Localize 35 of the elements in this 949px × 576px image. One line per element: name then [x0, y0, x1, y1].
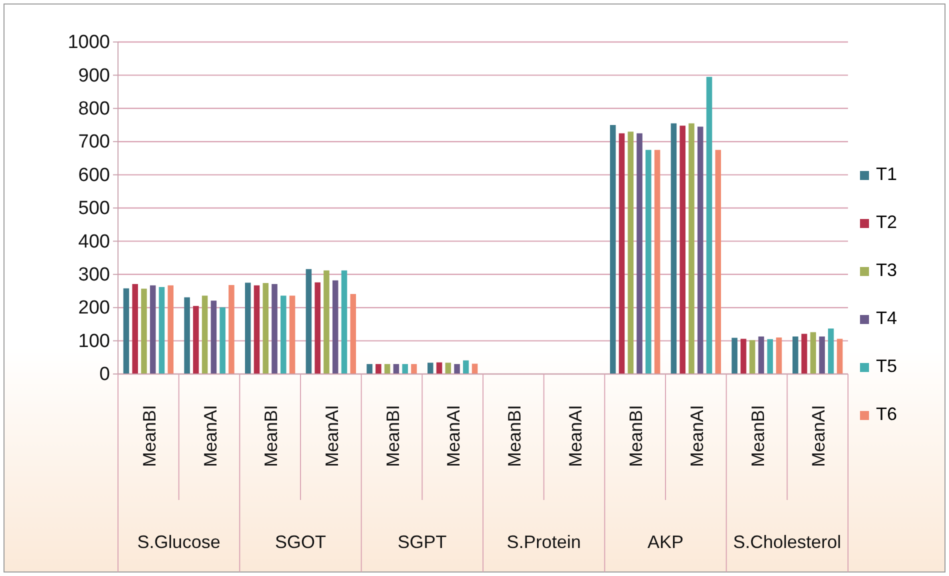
- x-tick-label: MeanBI: [626, 404, 646, 468]
- x-tick-label: MeanBI: [139, 404, 160, 468]
- text: S.Cholesterol: [733, 532, 842, 552]
- x-tick-label: MeanAI: [686, 404, 707, 468]
- x-tick-label: MeanBI: [261, 404, 282, 468]
- x-tick-label: MeanAI: [200, 404, 220, 468]
- x-tick-label: MeanAI: [444, 404, 464, 468]
- y-tick-label: 500: [78, 198, 110, 220]
- x-tick-label: MeanBI: [382, 404, 403, 468]
- legend-label: T2: [876, 212, 898, 232]
- text: S.Protein: [506, 532, 581, 552]
- x-tick-label: MeanAI: [565, 404, 586, 468]
- y-tick-label: 100: [78, 330, 110, 352]
- text: AKP: [647, 532, 684, 552]
- y-tick-label: 200: [78, 298, 110, 319]
- y-tick-label: 800: [78, 98, 110, 120]
- legend-label: T4: [876, 308, 898, 328]
- y-tick-label: 600: [78, 164, 110, 186]
- text: S.Glucose: [137, 532, 220, 552]
- text: SGOT: [274, 532, 326, 552]
- y-tick-label: 300: [78, 264, 110, 286]
- legend-label: T1: [876, 164, 898, 184]
- y-tick-label: 700: [78, 132, 110, 153]
- text: SGPT: [398, 532, 447, 552]
- legend-label: T5: [876, 356, 898, 376]
- y-tick-label: 0: [99, 364, 110, 386]
- y-tick-label: 1000: [68, 32, 110, 54]
- x-tick-label: MeanAI: [808, 404, 829, 468]
- x-tick-label: MeanBI: [748, 404, 768, 468]
- y-tick-label: 400: [78, 231, 110, 252]
- x-tick-label: MeanBI: [504, 404, 524, 468]
- legend-label: T3: [876, 260, 898, 280]
- y-tick-label: 900: [78, 65, 110, 86]
- legend-label: T6: [876, 404, 898, 424]
- x-tick-label: MeanAI: [322, 404, 342, 468]
